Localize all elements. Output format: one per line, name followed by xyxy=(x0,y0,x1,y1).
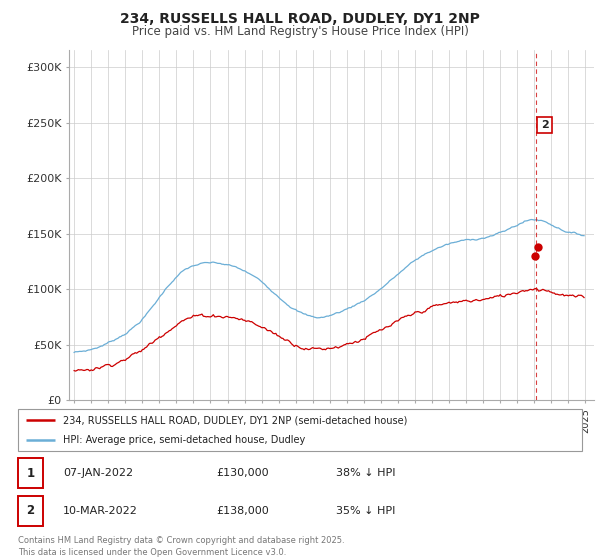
Text: 234, RUSSELLS HALL ROAD, DUDLEY, DY1 2NP: 234, RUSSELLS HALL ROAD, DUDLEY, DY1 2NP xyxy=(120,12,480,26)
Text: Contains HM Land Registry data © Crown copyright and database right 2025.
This d: Contains HM Land Registry data © Crown c… xyxy=(18,536,344,557)
Text: 2: 2 xyxy=(26,505,35,517)
Text: 2: 2 xyxy=(541,120,548,130)
Text: 38% ↓ HPI: 38% ↓ HPI xyxy=(336,468,395,478)
Text: 10-MAR-2022: 10-MAR-2022 xyxy=(63,506,138,516)
Text: 35% ↓ HPI: 35% ↓ HPI xyxy=(336,506,395,516)
Text: HPI: Average price, semi-detached house, Dudley: HPI: Average price, semi-detached house,… xyxy=(63,435,305,445)
Text: Price paid vs. HM Land Registry's House Price Index (HPI): Price paid vs. HM Land Registry's House … xyxy=(131,25,469,38)
Text: 234, RUSSELLS HALL ROAD, DUDLEY, DY1 2NP (semi-detached house): 234, RUSSELLS HALL ROAD, DUDLEY, DY1 2NP… xyxy=(63,415,407,425)
Text: 1: 1 xyxy=(26,466,35,479)
Bar xyxy=(18,458,43,488)
Text: £130,000: £130,000 xyxy=(216,468,269,478)
Bar xyxy=(18,496,43,526)
Text: £138,000: £138,000 xyxy=(216,506,269,516)
Text: 07-JAN-2022: 07-JAN-2022 xyxy=(63,468,133,478)
